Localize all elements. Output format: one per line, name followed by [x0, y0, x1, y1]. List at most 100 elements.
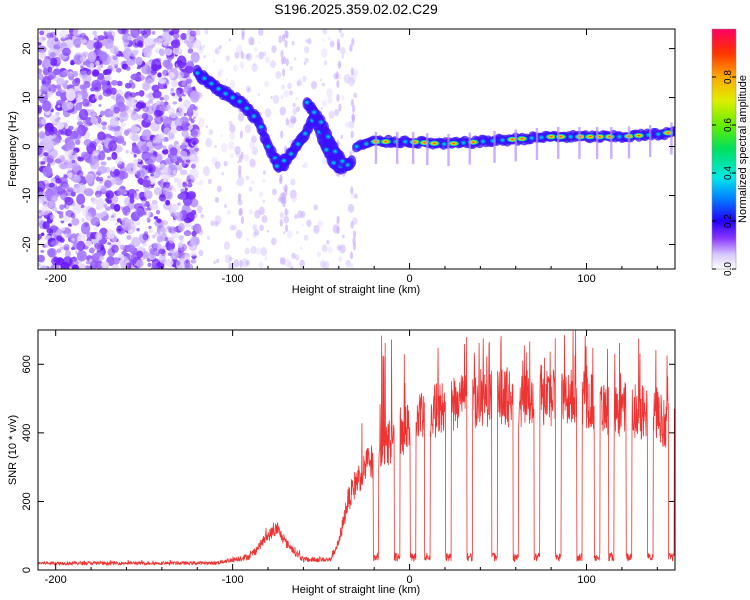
noise-blob — [71, 237, 75, 242]
noise-blob — [187, 192, 196, 201]
noise-blob — [345, 259, 352, 268]
noise-blob — [56, 121, 65, 130]
noise-blob — [38, 262, 41, 267]
noise-blob — [60, 220, 65, 224]
noise-blob — [50, 263, 60, 269]
noise-blob — [255, 54, 259, 59]
noise-blob — [136, 169, 145, 179]
noise-blob — [281, 84, 285, 90]
noise-blob — [47, 66, 53, 73]
ridge-core — [243, 105, 251, 112]
noise-blob — [214, 144, 217, 149]
noise-blob — [109, 117, 120, 128]
noise-blob — [49, 57, 58, 67]
noise-blob — [183, 85, 192, 94]
noise-blob — [279, 211, 285, 219]
ridge-core — [567, 133, 575, 140]
ridge-core — [362, 140, 370, 147]
noise-blob — [178, 97, 183, 102]
noise-blob — [104, 75, 112, 81]
noise-blob — [270, 60, 276, 69]
noise-blob — [210, 220, 215, 227]
noise-blob — [105, 206, 112, 211]
noise-blob — [226, 209, 231, 216]
streak-blob — [285, 30, 289, 39]
noise-blob — [241, 66, 244, 70]
noise-blob — [38, 68, 43, 75]
noise-blob — [114, 156, 123, 165]
noise-blob — [92, 69, 100, 77]
noise-blob — [101, 121, 107, 126]
noise-blob — [80, 66, 84, 70]
noise-blob — [38, 58, 43, 66]
noise-blob — [66, 101, 74, 110]
noise-blob — [101, 125, 107, 131]
noise-blob — [179, 150, 188, 160]
noise-blob — [125, 66, 131, 71]
noise-blob — [60, 139, 65, 143]
streak-blob — [351, 37, 355, 46]
noise-blob — [131, 144, 139, 154]
noise-blob — [95, 231, 103, 241]
noise-blob — [97, 35, 105, 41]
streak-blob — [350, 220, 354, 229]
noise-blob — [329, 40, 335, 48]
spectrogram-x-tick-label: 0 — [407, 273, 413, 285]
noise-blob — [43, 152, 49, 157]
noise-blob — [181, 142, 185, 147]
ridge-core — [615, 133, 623, 140]
noise-blob — [94, 242, 102, 250]
ridge-core — [338, 158, 346, 165]
streak-blob — [279, 218, 283, 227]
noise-blob — [120, 54, 124, 58]
noise-blob — [250, 245, 257, 255]
noise-blob — [116, 80, 123, 87]
noise-blob — [79, 32, 87, 38]
noise-blob — [340, 32, 345, 38]
noise-blob — [173, 47, 180, 53]
snr-x-tick-label: -200 — [45, 574, 67, 586]
noise-blob — [59, 204, 65, 211]
noise-blob — [141, 135, 147, 140]
streak-blob — [336, 215, 340, 224]
noise-blob — [52, 133, 57, 139]
noise-blob — [220, 134, 223, 138]
noise-blob — [162, 41, 168, 46]
noise-blob — [118, 185, 126, 195]
noise-blob — [44, 128, 51, 137]
noise-blob — [94, 226, 99, 232]
noise-blob — [38, 213, 42, 217]
noise-blob — [243, 153, 249, 162]
noise-blob — [92, 96, 96, 101]
noise-blob — [128, 49, 137, 57]
noise-blob — [40, 118, 47, 125]
noise-blob — [122, 140, 127, 146]
noise-blob — [299, 259, 305, 268]
noise-blob — [187, 106, 194, 113]
colorbar-ticks: 0.0 0.2 0.4 0.6 0.8 — [712, 70, 736, 276]
ridge-spike — [395, 131, 399, 164]
noise-blob — [283, 215, 290, 224]
noise-blob — [110, 215, 115, 218]
noise-blob — [153, 216, 159, 220]
noise-blob — [235, 229, 243, 239]
streak-blob — [352, 242, 357, 251]
spectrogram-x-tick-label: -200 — [45, 273, 67, 285]
noise-blob — [54, 118, 60, 123]
noise-blob — [164, 48, 173, 56]
noise-blob — [255, 247, 262, 255]
noise-blob — [106, 156, 112, 161]
noise-blob — [95, 198, 105, 209]
noise-blob — [177, 202, 181, 206]
ridge-spike — [535, 127, 539, 160]
ridge-core — [229, 94, 237, 101]
ridge-peak — [408, 139, 421, 146]
streak-blob — [284, 39, 288, 48]
noise-blob — [100, 161, 107, 166]
noise-blob — [119, 244, 126, 251]
noise-blob — [142, 81, 150, 91]
snr-y-label: SNR (10 * v/v) — [7, 415, 19, 485]
noise-blob — [169, 147, 178, 156]
snr-plot-area — [38, 330, 675, 570]
noise-blob — [97, 131, 106, 141]
